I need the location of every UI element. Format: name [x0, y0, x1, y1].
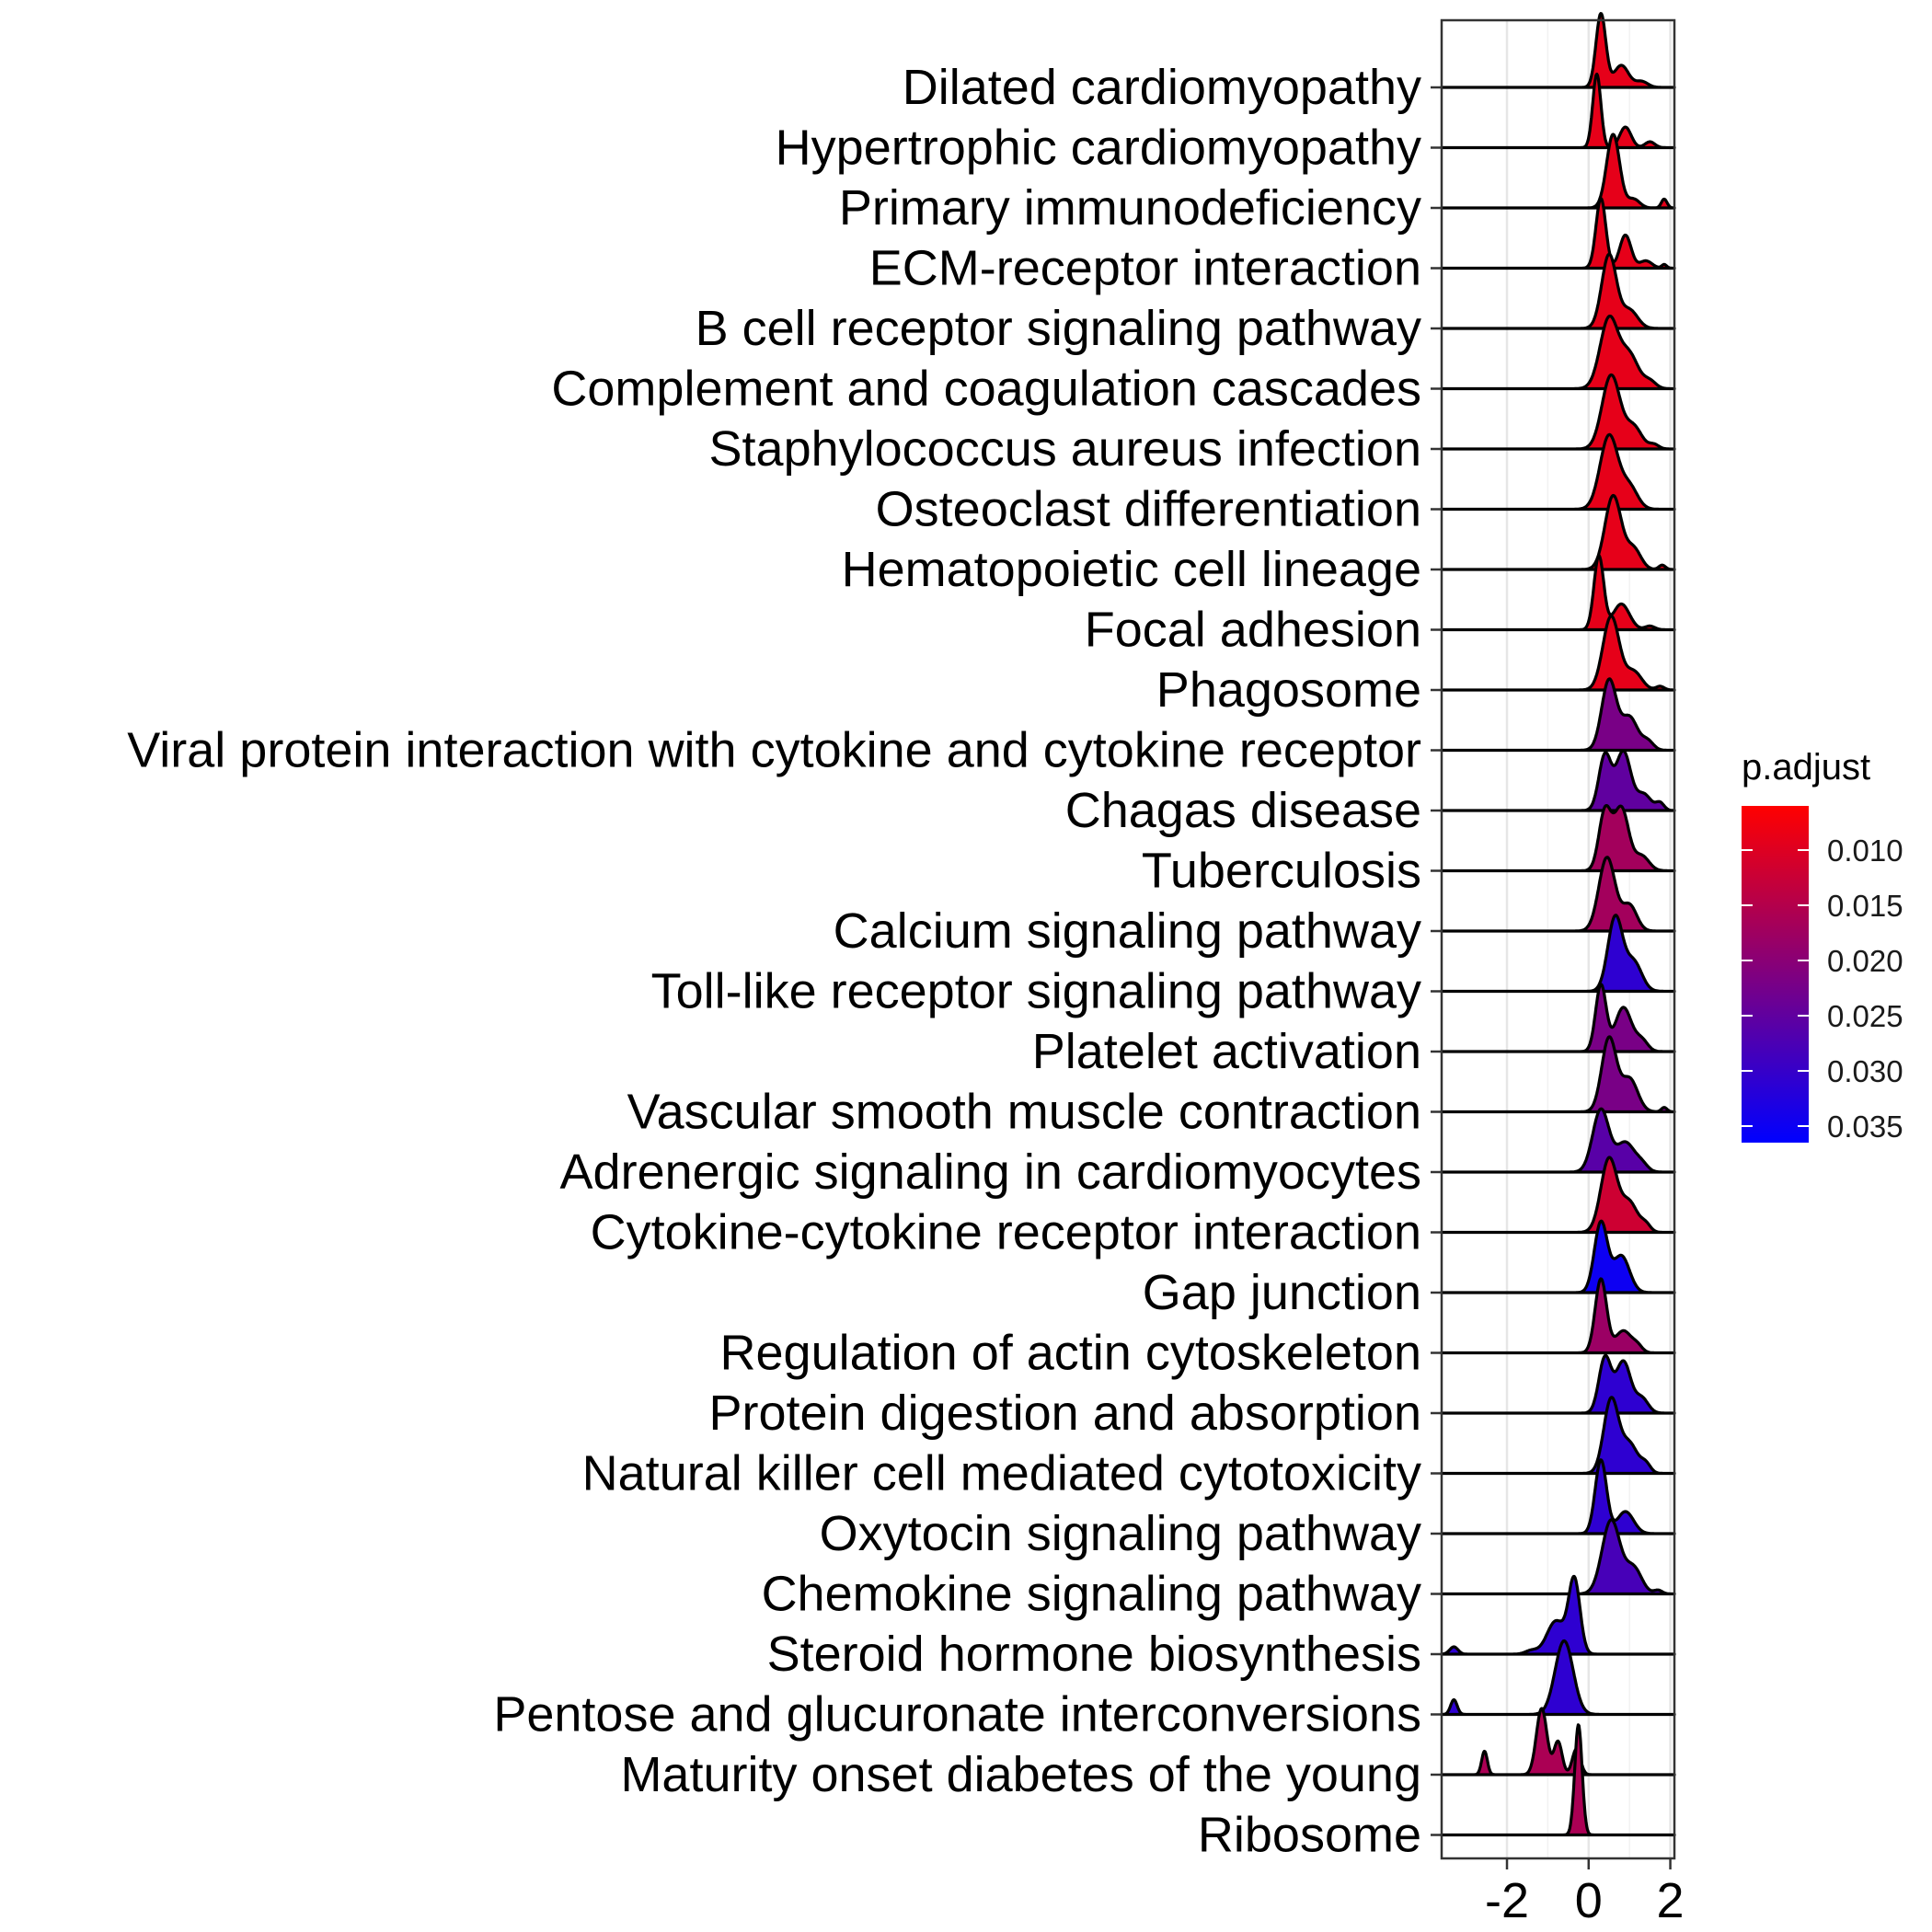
x-axis: -2 0 2 — [1485, 1858, 1685, 1928]
category-label: Steroid hormone biosynthesis — [767, 1627, 1421, 1682]
ridge-layer — [1440, 12, 1676, 1837]
legend-ticks: 0.010 0.015 0.020 0.025 0.030 0.035 — [1742, 834, 1903, 1144]
category-label: Hypertrophic cardiomyopathy — [776, 121, 1421, 176]
ridge-6 — [1440, 314, 1676, 391]
ridge-4 — [1440, 197, 1676, 270]
ridge-14 — [1440, 804, 1676, 873]
ridge-10 — [1440, 554, 1676, 632]
legend-tick-label: 0.010 — [1827, 834, 1903, 868]
ridge-26 — [1440, 1518, 1676, 1596]
category-label: Viral protein interaction with cytokine … — [127, 723, 1421, 778]
category-label: Natural killer cell mediated cytotoxicit… — [582, 1446, 1421, 1501]
category-label: Tuberculosis — [1142, 844, 1421, 899]
category-label: Gap junction — [1143, 1265, 1421, 1320]
category-label: Adrenergic signaling in cardiomyocytes — [560, 1144, 1421, 1200]
category-label: ECM-receptor interaction — [869, 241, 1421, 296]
ridge-13 — [1440, 749, 1676, 812]
ridge-18 — [1440, 1035, 1676, 1114]
ridge-25 — [1440, 1458, 1676, 1535]
ridge-16 — [1440, 914, 1676, 994]
legend-tick-label: 0.030 — [1827, 1054, 1903, 1088]
legend-tick-label: 0.020 — [1827, 944, 1903, 978]
ridge-19 — [1440, 1107, 1676, 1174]
category-label: Protein digestion and absorption — [708, 1386, 1421, 1441]
legend-tick-label: 0.025 — [1827, 999, 1903, 1033]
ridge-2 — [1440, 72, 1676, 150]
category-label: Pentose and glucuronate interconversions — [493, 1687, 1421, 1742]
category-label: Primary immunodeficiency — [839, 180, 1421, 236]
ridge-29 — [1440, 1707, 1676, 1777]
x-tick-label: 2 — [1657, 1873, 1685, 1928]
ridge-28 — [1440, 1639, 1676, 1717]
category-label: Osteoclast differentiation — [876, 482, 1421, 537]
legend-tick-label: 0.015 — [1827, 889, 1903, 923]
category-label: B cell receptor signaling pathway — [696, 301, 1421, 356]
category-label: Toll-like receptor signaling pathway — [651, 964, 1421, 1019]
panel-border — [1440, 18, 1676, 1860]
ridge-5 — [1440, 252, 1676, 330]
ridge-12 — [1440, 677, 1676, 753]
category-label: Chagas disease — [1065, 783, 1421, 838]
y-axis: Dilated cardiomyopathy Hypertrophic cardi… — [127, 60, 1442, 1863]
ridge-15 — [1440, 856, 1676, 933]
legend-tick-label: 0.035 — [1827, 1110, 1903, 1144]
category-label: Calcium signaling pathway — [834, 903, 1421, 959]
category-label: Ribosome — [1198, 1808, 1421, 1863]
legend-colorbar — [1742, 806, 1809, 1143]
category-label: Hematopoietic cell lineage — [842, 542, 1421, 597]
ridge-24 — [1440, 1396, 1676, 1476]
ridge-27 — [1440, 1574, 1676, 1656]
category-label: Staphylococcus aureus infection — [709, 421, 1421, 477]
ridge-30 — [1440, 1723, 1676, 1837]
category-label: Dilated cardiomyopathy — [903, 60, 1421, 115]
ridge-1 — [1440, 12, 1676, 89]
ridge-23 — [1440, 1353, 1676, 1415]
ridge-11 — [1440, 615, 1676, 692]
category-label: Maturity onset diabetes of the young — [620, 1747, 1421, 1802]
ridge-8 — [1440, 432, 1676, 512]
category-label: Chemokine signaling pathway — [762, 1567, 1421, 1622]
category-label: Oxytocin signaling pathway — [820, 1506, 1421, 1561]
ridge-20 — [1440, 1156, 1676, 1235]
category-label: Phagosome — [1156, 662, 1421, 718]
category-label: Regulation of actin cytoskeleton — [720, 1326, 1421, 1381]
category-label: Complement and coagulation cascades — [551, 362, 1421, 417]
category-label: Vascular smooth muscle contraction — [627, 1085, 1421, 1140]
ridge-7 — [1440, 373, 1676, 451]
ridge-3 — [1440, 132, 1676, 210]
legend: p.adjust 0.010 0.015 0.020 0.025 0.030 0.035 — [1742, 747, 1903, 1144]
legend-title: p.adjust — [1742, 747, 1870, 788]
ridge-22 — [1440, 1277, 1676, 1355]
ridge-21 — [1440, 1219, 1676, 1294]
ridge-17 — [1440, 983, 1676, 1053]
ridge-9 — [1440, 493, 1676, 571]
x-tick-label: 0 — [1575, 1873, 1603, 1928]
category-label: Platelet activation — [1032, 1024, 1421, 1079]
category-label: Focal adhesion — [1085, 603, 1421, 658]
category-label: Cytokine-cytokine receptor interaction — [591, 1205, 1421, 1260]
x-tick-label: -2 — [1485, 1873, 1529, 1928]
